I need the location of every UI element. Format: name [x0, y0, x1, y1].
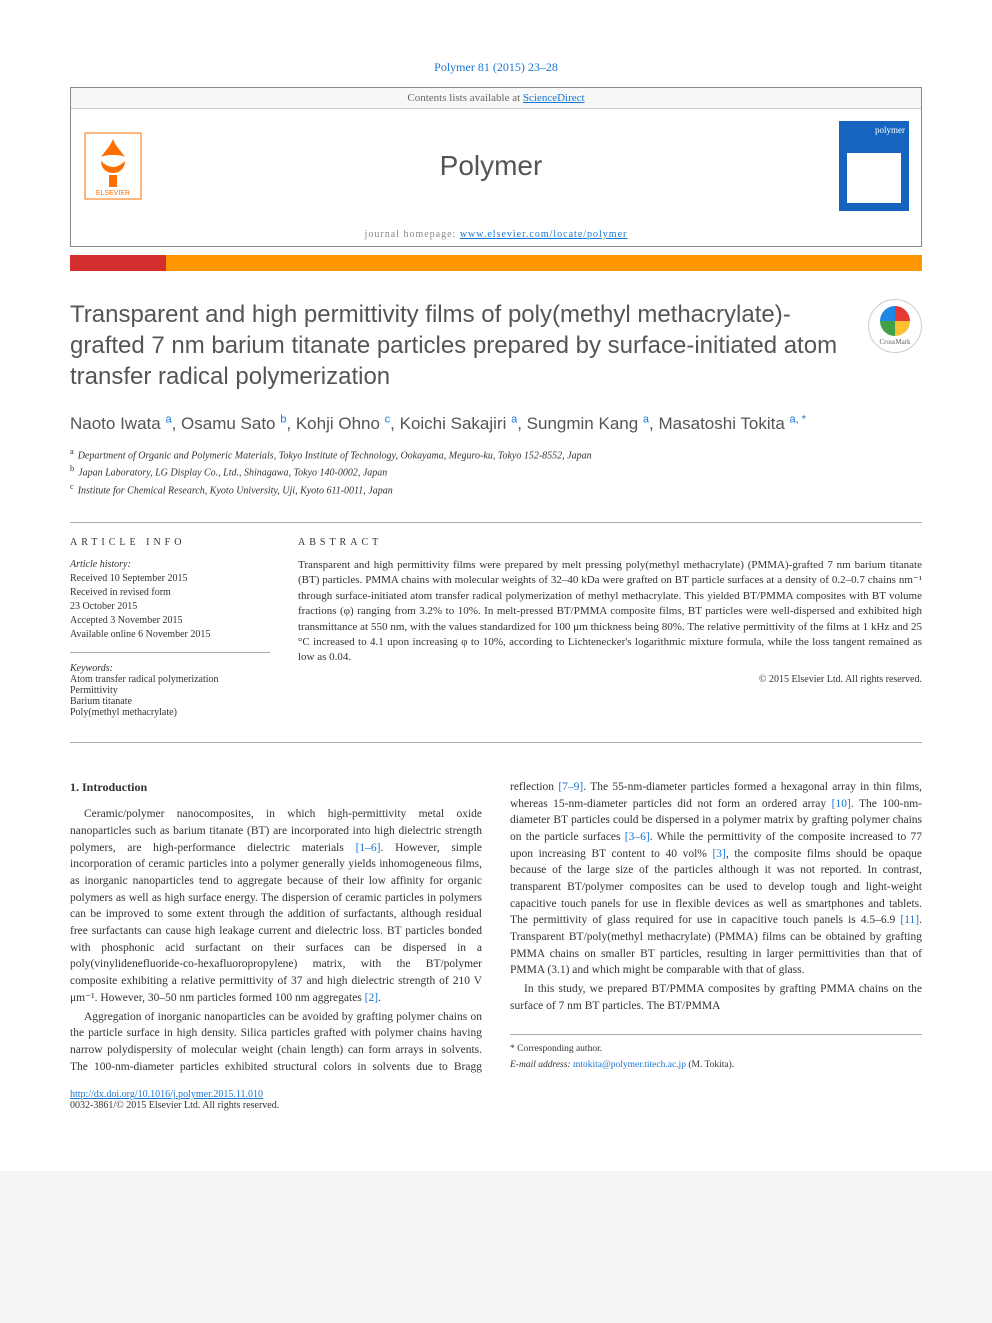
- keyword: Permittivity: [70, 685, 270, 696]
- contents-available: Contents lists available at ScienceDirec…: [83, 92, 909, 104]
- ref-link[interactable]: [10]: [832, 798, 851, 810]
- abstract-head: ABSTRACT: [298, 537, 922, 548]
- history-line: Received 10 September 2015: [70, 572, 270, 586]
- abstract-text: Transparent and high permittivity films …: [298, 558, 922, 666]
- divider: [70, 742, 922, 743]
- copyright-line: © 2015 Elsevier Ltd. All rights reserved…: [298, 674, 922, 685]
- page-footer: * Corresponding author. E-mail address: …: [510, 1034, 922, 1073]
- title-row: Transparent and high permittivity films …: [70, 299, 922, 393]
- intro-para-1: Ceramic/polymer nanocomposites, in which…: [70, 806, 482, 1006]
- email-link[interactable]: mtokita@polymer.titech.ac.jp: [573, 1060, 686, 1070]
- text: .: [378, 992, 381, 1004]
- keyword: Poly(methyl methacrylate): [70, 707, 270, 718]
- sciencedirect-link[interactable]: ScienceDirect: [523, 92, 585, 104]
- intro-para-3: In this study, we prepared BT/PMMA compo…: [510, 981, 922, 1014]
- journal-cover-thumb: [839, 121, 909, 211]
- journal-name: Polymer: [143, 150, 839, 182]
- ref-link[interactable]: [11]: [900, 914, 919, 926]
- ref-link[interactable]: [3]: [712, 848, 725, 860]
- citation-line: Polymer 81 (2015) 23–28: [70, 60, 922, 75]
- keywords-label: Keywords:: [70, 663, 270, 674]
- issn-line: 0032-3861/© 2015 Elsevier Ltd. All right…: [70, 1100, 922, 1111]
- svg-text:ELSEVIER: ELSEVIER: [96, 190, 130, 197]
- keyword: Atom transfer radical polymerization: [70, 674, 270, 685]
- ref-link[interactable]: [2]: [365, 992, 378, 1004]
- doi-line: http://dx.doi.org/10.1016/j.polymer.2015…: [70, 1089, 922, 1100]
- crossmark-label: CrossMark: [879, 338, 910, 346]
- affiliation: aDepartment of Organic and Polymeric Mat…: [70, 446, 922, 463]
- crossmark-badge[interactable]: CrossMark: [868, 299, 922, 353]
- header-middle: ELSEVIER Polymer: [71, 109, 921, 223]
- history-block: Article history: Received 10 September 2…: [70, 558, 270, 653]
- history-line: Received in revised form: [70, 586, 270, 600]
- text: . However, simple incorporation of ceram…: [70, 842, 482, 1004]
- journal-header: Contents lists available at ScienceDirec…: [70, 87, 922, 247]
- history-label: Article history:: [70, 558, 270, 572]
- ref-link[interactable]: [1–6]: [356, 842, 381, 854]
- ref-link[interactable]: [3–6]: [625, 831, 650, 843]
- homepage-label: journal homepage:: [365, 229, 460, 240]
- divider: [70, 522, 922, 523]
- section-heading: 1. Introduction: [70, 779, 482, 796]
- homepage-line: journal homepage: www.elsevier.com/locat…: [71, 223, 921, 246]
- decorative-color-bar: [70, 255, 922, 271]
- email-line: E-mail address: mtokita@polymer.titech.a…: [510, 1059, 922, 1073]
- history-line: Accepted 3 November 2015: [70, 614, 270, 628]
- homepage-link[interactable]: www.elsevier.com/locate/polymer: [460, 229, 628, 240]
- affiliation: bJapan Laboratory, LG Display Co., Ltd.,…: [70, 463, 922, 480]
- article-title: Transparent and high permittivity films …: [70, 299, 856, 393]
- header-top-bar: Contents lists available at ScienceDirec…: [71, 88, 921, 109]
- affiliation: cInstitute for Chemical Research, Kyoto …: [70, 481, 922, 498]
- article-info-head: ARTICLE INFO: [70, 537, 270, 548]
- abstract-col: ABSTRACT Transparent and high permittivi…: [298, 537, 922, 718]
- history-line: 23 October 2015: [70, 600, 270, 614]
- article-info-col: ARTICLE INFO Article history: Received 1…: [70, 537, 270, 718]
- contents-prefix: Contents lists available at: [407, 92, 522, 104]
- affiliations: aDepartment of Organic and Polymeric Mat…: [70, 446, 922, 498]
- history-line: Available online 6 November 2015: [70, 628, 270, 642]
- doi-link[interactable]: http://dx.doi.org/10.1016/j.polymer.2015…: [70, 1089, 263, 1100]
- corresponding-author: * Corresponding author.: [510, 1043, 922, 1057]
- email-name: (M. Tokita).: [686, 1060, 734, 1070]
- email-label: E-mail address:: [510, 1060, 573, 1070]
- page: Polymer 81 (2015) 23–28 Contents lists a…: [0, 0, 992, 1171]
- author-list: Naoto Iwata a, Osamu Sato b, Kohji Ohno …: [70, 411, 922, 437]
- info-abstract-row: ARTICLE INFO Article history: Received 1…: [70, 537, 922, 718]
- keyword: Barium titanate: [70, 696, 270, 707]
- body-columns: 1. Introduction Ceramic/polymer nanocomp…: [70, 779, 922, 1075]
- ref-link[interactable]: [7–9]: [558, 781, 583, 793]
- keywords-block: Keywords: Atom transfer radical polymeri…: [70, 663, 270, 718]
- elsevier-logo-icon: ELSEVIER: [83, 131, 143, 201]
- text: Aggregation of inorganic nanoparticles c…: [84, 1011, 357, 1023]
- crossmark-icon: [880, 306, 910, 336]
